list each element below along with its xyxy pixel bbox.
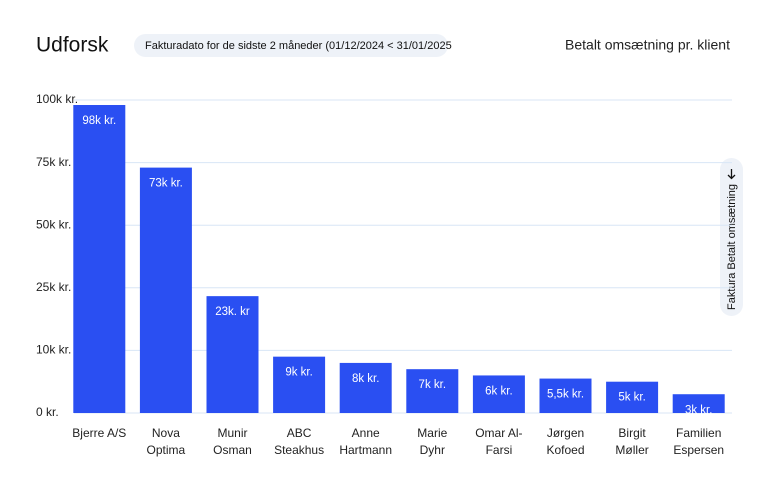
bar — [273, 356, 326, 413]
x-tick-label: Omar Al- — [475, 426, 522, 440]
value-label: 3k kr. — [685, 404, 712, 416]
x-tick-label: Familien — [676, 426, 721, 440]
y-tick-label: 25k kr. — [36, 280, 71, 294]
bar — [472, 375, 525, 413]
x-tick-label: Munir — [217, 426, 247, 440]
x-tick-label: Møller — [615, 443, 648, 457]
x-tick-label: Optima — [147, 443, 186, 457]
x-tick-label: Nova — [152, 426, 180, 440]
value-label: 7k kr. — [419, 379, 446, 391]
sort-arrow-icon[interactable] — [727, 169, 736, 180]
y-tick-label: 100k kr. — [36, 92, 78, 106]
y-tick-label: 50k kr. — [36, 217, 71, 231]
bar — [406, 369, 459, 413]
bar — [206, 296, 259, 413]
x-tick-label: Marie — [417, 426, 447, 440]
x-tick-label: Farsi — [486, 443, 513, 457]
value-label: 98k kr. — [82, 115, 116, 127]
sort-pill[interactable] — [720, 158, 743, 316]
bar — [73, 105, 126, 414]
bar — [139, 167, 192, 413]
value-label: 9k kr. — [285, 367, 312, 379]
value-label: 6k kr. — [485, 385, 512, 397]
filter-text[interactable]: Fakturadato for de sidste 2 måneder (01/… — [145, 40, 452, 52]
value-label: 8k kr. — [352, 373, 379, 385]
y-tick-label: 0 kr. — [36, 405, 59, 419]
x-tick-label: Espersen — [673, 443, 724, 457]
value-label: 73k kr. — [149, 178, 183, 190]
x-tick-label: Osman — [213, 443, 252, 457]
x-tick-label: Hartmann — [339, 443, 392, 457]
bar — [339, 362, 392, 413]
x-tick-label: Anne — [352, 426, 380, 440]
x-tick-label: ABC — [287, 426, 312, 440]
value-label: 5,5k kr. — [547, 389, 584, 401]
value-label: 5k kr. — [618, 392, 645, 404]
bar — [539, 378, 592, 413]
x-tick-label: Birgit — [618, 426, 646, 440]
filter-pill[interactable] — [134, 34, 448, 57]
x-tick-label: Dyhr — [420, 443, 445, 457]
page-title: Udforsk — [36, 34, 109, 57]
value-label: 23k. kr — [215, 306, 250, 318]
x-tick-label: Bjerre A/S — [72, 426, 126, 440]
y-tick-label: 75k kr. — [36, 155, 71, 169]
bar — [672, 394, 725, 413]
bar — [606, 381, 659, 413]
x-tick-label: Steakhus — [274, 443, 324, 457]
x-tick-label: Jørgen — [547, 426, 584, 440]
x-tick-label: Kofoed — [546, 443, 584, 457]
sort-text[interactable]: Faktura Betalt omsætning — [726, 184, 738, 310]
view-title: Betalt omsætning pr. klient — [565, 37, 730, 53]
y-tick-label: 10k kr. — [36, 343, 71, 357]
